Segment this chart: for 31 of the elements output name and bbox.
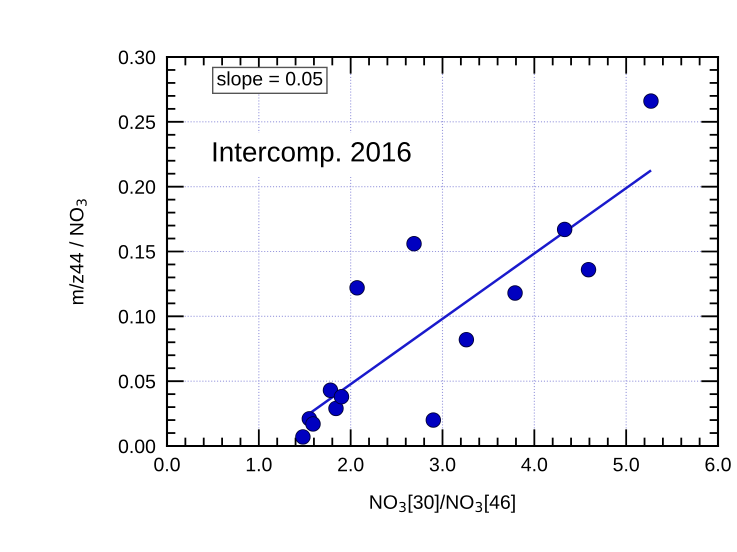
y-tick-label: 0.25 (118, 115, 156, 130)
point (328, 400, 344, 416)
point (426, 412, 442, 428)
point (643, 93, 659, 109)
x-tick-label: 3.0 (430, 458, 456, 472)
y-tick-label: 0.05 (118, 374, 156, 388)
y-tick-label: 0.30 (118, 50, 156, 64)
x-tick-label: 5.0 (613, 458, 639, 472)
point (556, 222, 572, 238)
x-tick-label: 0.0 (154, 458, 180, 472)
point (305, 416, 321, 432)
point (322, 382, 338, 398)
point (295, 429, 311, 445)
x-axis-title: NO$_{3}$[30]/NO$_{3}$[46] (370, 494, 515, 513)
x-tick-label: 1.0 (246, 458, 272, 472)
y-tick-label: 0.10 (118, 310, 156, 324)
y-axis-title: m/z44 / NO$_{3}$ (69, 199, 87, 304)
point (349, 280, 365, 296)
y-tick-label: 0.15 (118, 244, 156, 259)
point (406, 236, 422, 252)
point (580, 262, 596, 278)
y-tick-label: 0.00 (118, 439, 156, 454)
point (458, 332, 474, 348)
x-tick-label: 6.0 (705, 458, 731, 472)
y-tick-label: 0.20 (118, 180, 156, 194)
annotation: slope = 0.05 (217, 71, 322, 90)
annotation: Intercomp. 2016 (214, 142, 411, 168)
point (507, 285, 523, 301)
x-tick-label: 2.0 (338, 458, 364, 472)
point (334, 389, 350, 404)
x-tick-label: 4.0 (521, 458, 548, 472)
